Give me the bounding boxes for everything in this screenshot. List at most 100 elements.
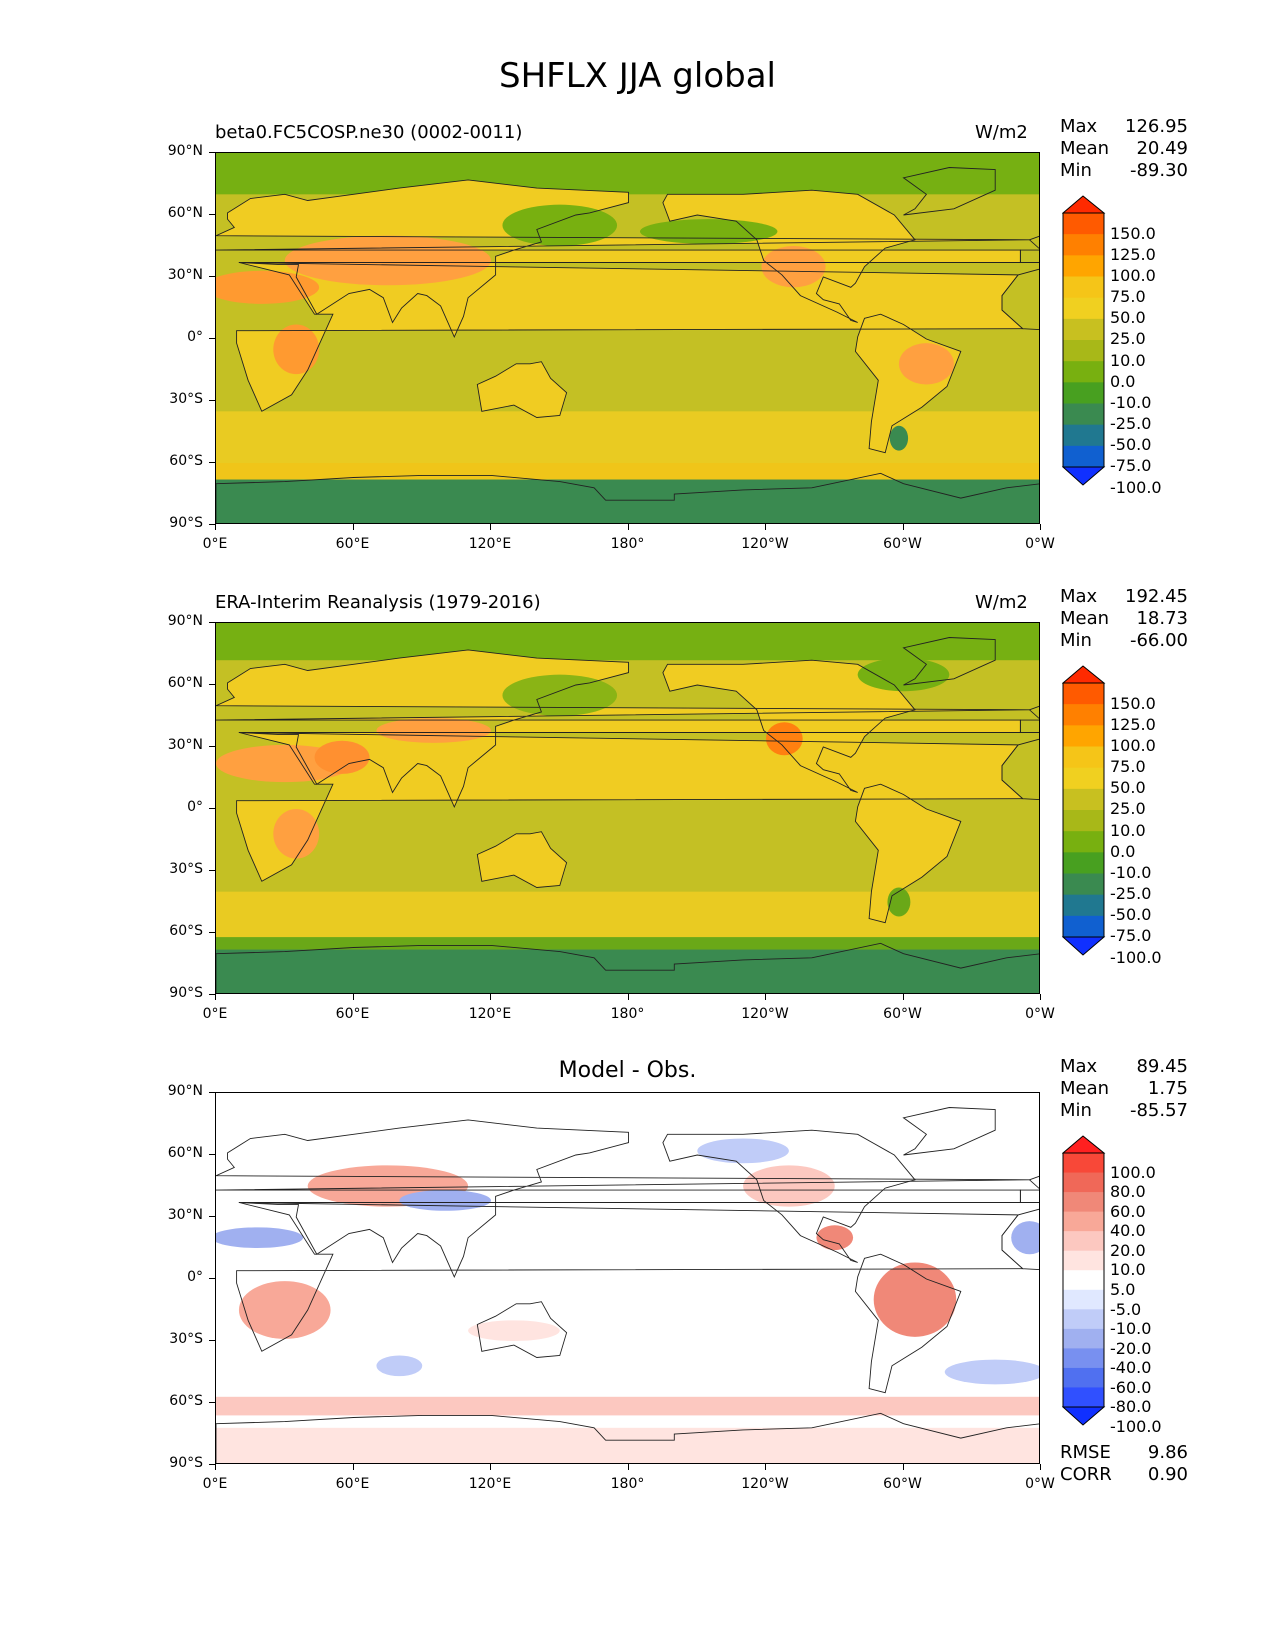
field-anomaly: [502, 204, 618, 246]
panel-obs: ERA-Interim Reanalysis (1979-2016) W/m2 …: [0, 0, 1275, 994]
coastline-samerica: [854, 1253, 962, 1394]
coastline-namerica: [662, 659, 916, 793]
colorbar-label: 0.0: [1110, 371, 1136, 391]
field-anomaly: [216, 1227, 304, 1248]
y-tick-label: 60°N: [167, 205, 203, 221]
colorbar-label: 100.0: [1110, 1162, 1156, 1182]
map-field: [216, 1093, 1039, 1463]
y-tick-label: 30°N: [167, 737, 203, 753]
colorbar-label: 100.0: [1110, 735, 1156, 755]
field-band: [216, 937, 1039, 950]
colorbar-extend-top: [1062, 665, 1106, 684]
x-tick-label: 0°W: [1025, 1476, 1055, 1492]
colorbar-label: -80.0: [1110, 1397, 1152, 1417]
y-tick-label: 90°N: [167, 1083, 203, 1099]
y-tick-label: 60°N: [167, 675, 203, 691]
colorbar-label: -5.0: [1110, 1299, 1142, 1319]
stat-label: Mean: [1060, 608, 1110, 629]
colorbar-segment: [1063, 1387, 1104, 1408]
colorbar-segment: [1063, 894, 1104, 917]
colorbar-segment: [1063, 424, 1104, 447]
panel-model: beta0.FC5COSP.ne30 (0002-0011) W/m2 Max 1…: [0, 0, 1275, 524]
y-tick-label: 60°N: [167, 1145, 203, 1161]
colorbar-segment: [1063, 873, 1104, 896]
x-tick-label: 60°E: [335, 1006, 370, 1022]
colorbar-segment: [1063, 1250, 1104, 1271]
colorbar: [1062, 665, 1106, 956]
field-anomaly: [273, 809, 320, 859]
coastline-africa: [236, 732, 1024, 882]
coastline-namerica: [662, 189, 916, 323]
field-anomaly: [376, 1355, 423, 1377]
colorbar-segment: [1063, 1231, 1104, 1252]
colorbar-label: -25.0: [1110, 414, 1152, 434]
field-anomaly: [944, 1359, 1039, 1385]
y-tick-label: 30°S: [169, 1331, 203, 1347]
colorbar-segment: [1063, 213, 1104, 235]
y-tick-label: 90°S: [169, 515, 203, 531]
coastline-samerica: [854, 313, 962, 454]
field-anomaly: [857, 658, 950, 692]
map-field: [216, 623, 1039, 993]
x-tick-label: 60°W: [883, 1006, 922, 1022]
y-tick-label: 90°S: [169, 985, 203, 1001]
y-tick-label: 0°: [187, 799, 203, 815]
field-band: [216, 153, 1039, 195]
field-anomaly: [314, 740, 370, 774]
stat-label: Min: [1060, 1100, 1092, 1121]
stat-min: -85.57: [1129, 1100, 1188, 1121]
stat-label: Min: [1060, 160, 1092, 181]
y-tick-label: 90°N: [167, 613, 203, 629]
coastline-greenland: [902, 1107, 996, 1156]
field-anomaly: [898, 343, 954, 385]
x-tick-label: 0°W: [1025, 1006, 1055, 1022]
colorbar-outline: [1062, 682, 1105, 938]
coastline-australia: [476, 1301, 568, 1358]
colorbar-outline: [1062, 212, 1105, 468]
map-diff: [215, 1092, 1040, 1464]
stat-label: Max: [1060, 586, 1098, 607]
stat-mean: 18.73: [1136, 608, 1188, 629]
colorbar-extend-top: [1062, 195, 1106, 214]
colorbar-label: 150.0: [1110, 223, 1156, 243]
x-tick-mark: [215, 1464, 216, 1470]
x-tick-mark: [765, 1464, 766, 1470]
colorbar-segment: [1063, 683, 1104, 705]
x-tick-label: 120°E: [468, 1006, 512, 1022]
x-tick-label: 60°W: [883, 1476, 922, 1492]
colorbar-segment: [1063, 276, 1104, 299]
colorbar-segment: [1063, 1309, 1104, 1330]
field-anomaly: [284, 235, 491, 286]
colorbar-segment: [1063, 1289, 1104, 1310]
coastline-australia: [476, 361, 568, 418]
colorbar-label: 40.0: [1110, 1221, 1146, 1241]
field-anomaly: [743, 1165, 835, 1207]
stat-max: 192.45: [1125, 586, 1188, 607]
coastline-antarctica: [216, 942, 1039, 993]
x-tick-mark: [490, 1464, 491, 1470]
field-anomaly: [766, 722, 803, 756]
field-anomaly: [238, 1281, 331, 1339]
stat-max: 126.95: [1125, 116, 1188, 137]
y-tick-mark: [209, 808, 215, 809]
map-obs: [215, 622, 1040, 994]
y-tick-mark: [209, 746, 215, 747]
x-tick-label: 120°W: [741, 1006, 789, 1022]
panel-subtitle: beta0.FC5COSP.ne30 (0002-0011): [215, 122, 523, 143]
x-tick-mark: [765, 524, 766, 530]
y-tick-label: 90°S: [169, 1455, 203, 1471]
panel-subtitle: ERA-Interim Reanalysis (1979-2016): [215, 592, 541, 613]
colorbar-label: 5.0: [1110, 1280, 1136, 1299]
y-tick-mark: [209, 1092, 215, 1093]
x-tick-label: 120°E: [468, 1476, 512, 1492]
field-anomaly: [468, 1320, 560, 1341]
colorbar-segment: [1063, 403, 1104, 426]
colorbar-segment: [1063, 767, 1104, 790]
colorbar-label: 10.0: [1110, 1260, 1146, 1280]
stat-label: CORR: [1060, 1464, 1112, 1485]
field-anomaly: [1011, 1221, 1039, 1255]
stats-model: Max 126.95 Mean 20.49 Min -89.30: [1060, 116, 1188, 182]
panel-units: W/m2: [975, 122, 1028, 143]
stat-max: 89.45: [1136, 1056, 1188, 1077]
field-anomaly: [816, 1225, 854, 1251]
